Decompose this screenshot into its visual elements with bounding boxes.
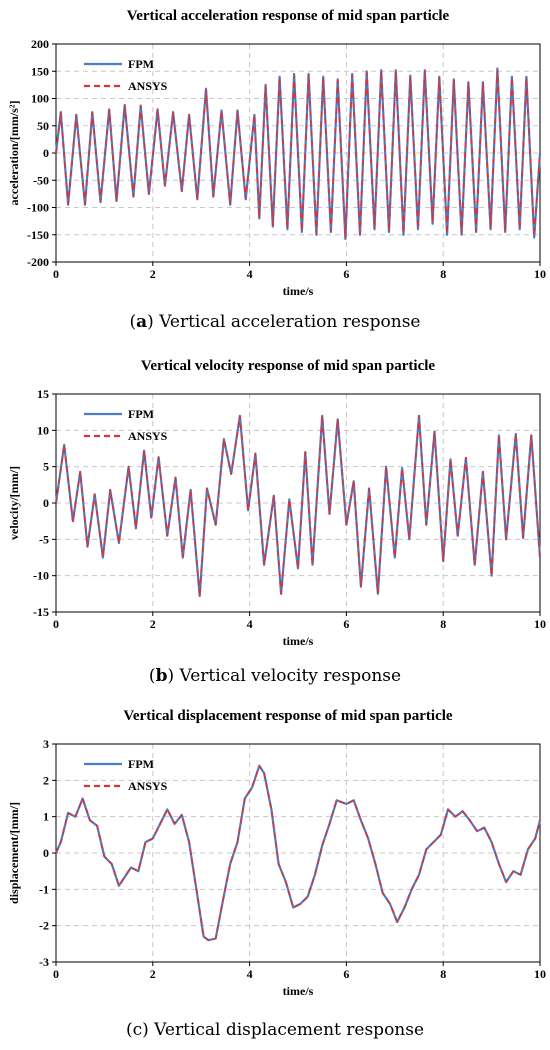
legend-label-fpm: FPM: [128, 57, 154, 71]
y-tick-label: -200: [27, 255, 49, 269]
y-axis-label: acceleration/[mm/s²]: [7, 101, 21, 206]
y-tick-label: -10: [33, 569, 49, 583]
y-tick-label: 100: [31, 92, 49, 106]
x-axis-label: time/s: [283, 284, 314, 298]
x-tick-label: 10: [534, 267, 546, 281]
x-axis-label: time/s: [283, 984, 314, 998]
y-tick-label: -2: [39, 919, 49, 933]
legend-label-ansys: ANSYS: [128, 429, 168, 443]
x-tick-label: 0: [53, 967, 59, 981]
y-tick-label: 0: [43, 496, 49, 510]
x-tick-label: 4: [247, 967, 253, 981]
x-tick-label: 2: [150, 267, 156, 281]
x-tick-label: 8: [440, 617, 446, 631]
acceleration-chart: Vertical acceleration response of mid sp…: [7, 8, 546, 298]
x-tick-label: 4: [247, 267, 253, 281]
x-tick-label: 6: [343, 267, 349, 281]
chart-title: Vertical velocity response of mid span p…: [141, 358, 435, 374]
x-axis-label: time/s: [283, 634, 314, 648]
caption-velocity: (b) Vertical velocity response: [148, 666, 402, 686]
panel-acceleration: Vertical acceleration response of mid sp…: [0, 0, 550, 350]
x-tick-label: 8: [440, 267, 446, 281]
x-tick-label: 2: [150, 967, 156, 981]
x-tick-label: 10: [534, 967, 546, 981]
y-axis-label: displacement/[mm/]: [7, 802, 21, 904]
x-tick-label: 4: [247, 617, 253, 631]
y-tick-label: -1: [39, 882, 49, 896]
x-tick-label: 6: [343, 617, 349, 631]
series-line-ansys: [55, 415, 541, 597]
y-tick-label: 3: [43, 737, 49, 751]
caption-displacement: (c) Vertical displacement response: [125, 1020, 425, 1040]
caption-acceleration: (a) Vertical acceleration response: [129, 312, 421, 332]
y-tick-label: -50: [33, 173, 49, 187]
legend-label-ansys: ANSYS: [128, 779, 168, 793]
velocity-chart: Vertical velocity response of mid span p…: [7, 358, 546, 648]
y-tick-label: -5: [39, 532, 49, 546]
y-tick-label: 50: [37, 119, 49, 133]
y-tick-label: 2: [43, 773, 49, 787]
y-tick-label: 0: [43, 846, 49, 860]
x-tick-label: 6: [343, 967, 349, 981]
y-tick-label: 200: [31, 37, 49, 51]
y-tick-label: -3: [39, 955, 49, 969]
y-tick-label: -15: [33, 605, 49, 619]
panel-displacement: Vertical displacement response of mid sp…: [0, 700, 550, 1050]
y-tick-label: 5: [43, 460, 49, 474]
x-tick-label: 0: [53, 617, 59, 631]
y-tick-label: 10: [37, 423, 49, 437]
y-tick-label: 150: [31, 64, 49, 78]
x-tick-label: 0: [53, 267, 59, 281]
legend-label-fpm: FPM: [128, 757, 154, 771]
panel-velocity: Vertical velocity response of mid span p…: [0, 350, 550, 700]
legend-label-fpm: FPM: [128, 407, 154, 421]
x-tick-label: 10: [534, 617, 546, 631]
x-tick-label: 2: [150, 617, 156, 631]
x-tick-label: 8: [440, 967, 446, 981]
y-tick-label: 0: [43, 146, 49, 160]
series-line-fpm: [54, 67, 542, 241]
legend-label-ansys: ANSYS: [128, 79, 168, 93]
chart-title: Vertical acceleration response of mid sp…: [127, 8, 450, 24]
y-axis-label: velocity/[mm/]: [7, 466, 21, 540]
y-tick-label: -100: [27, 201, 49, 215]
displacement-chart: Vertical displacement response of mid sp…: [7, 708, 546, 998]
chart-title: Vertical displacement response of mid sp…: [123, 708, 452, 724]
y-tick-label: 1: [43, 810, 49, 824]
y-tick-label: 15: [37, 387, 49, 401]
y-tick-label: -150: [27, 228, 49, 242]
series-line-ansys: [55, 765, 541, 941]
